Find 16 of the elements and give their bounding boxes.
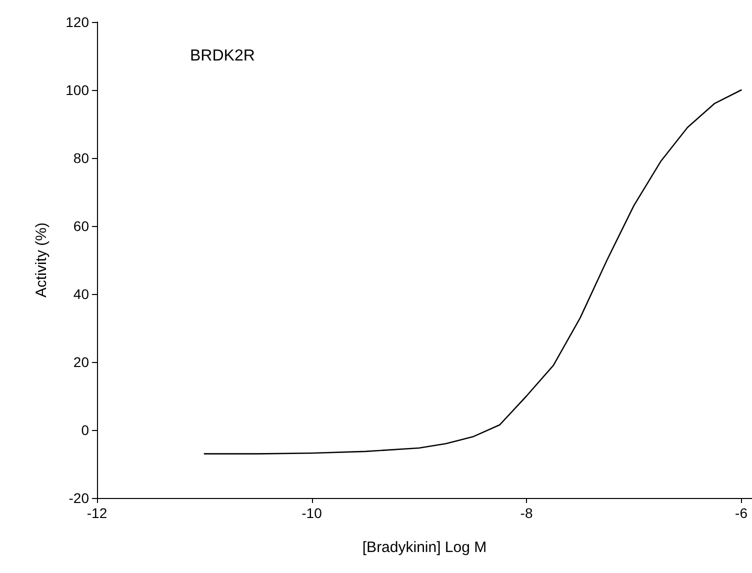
y-tick-label: -20 [68, 490, 90, 506]
x-axis-title: [Bradykinin] Log M [362, 539, 487, 556]
y-tick-label: 60 [73, 218, 90, 234]
x-tick-label: -8 [520, 505, 533, 521]
y-axis-title: Activity (%) [33, 222, 50, 298]
y-tick-label: 100 [66, 82, 90, 98]
y-tick-label: 80 [73, 150, 90, 166]
y-tick-label: 120 [66, 14, 90, 30]
x-tick-label: -12 [86, 505, 108, 521]
x-tick-label: -10 [302, 505, 322, 521]
y-tick-label: 40 [73, 286, 90, 302]
x-tick-label: -6 [735, 505, 748, 521]
line-series [204, 89, 742, 454]
annotation: BRDK2R [190, 48, 255, 64]
y-tick-label: 0 [81, 422, 90, 438]
y-tick-label: 20 [73, 354, 90, 370]
